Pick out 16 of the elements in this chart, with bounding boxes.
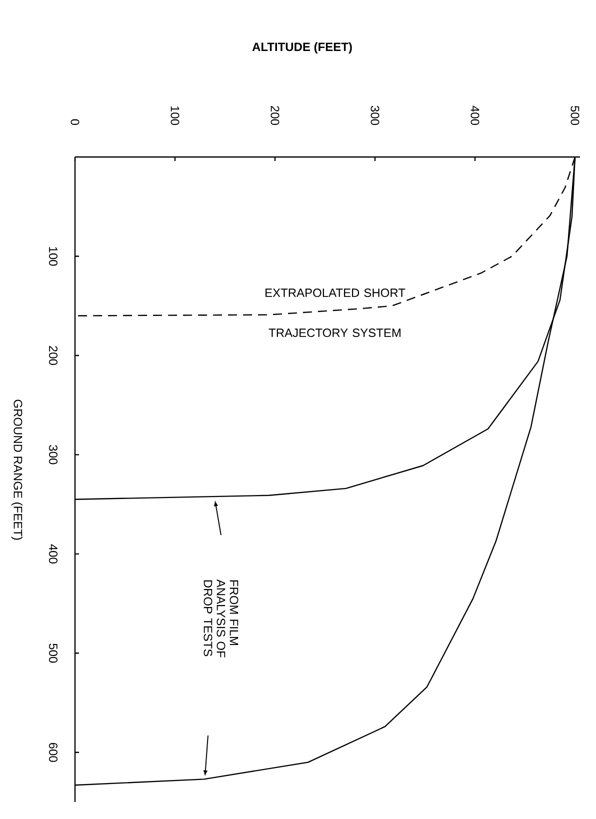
y-tick-label: 300 [48, 445, 58, 464]
text: EXTRAPOLATED SHORT TRAJECTORY SYSTEM [266, 288, 406, 338]
y-axis-title: GROUND RANGE (FEET) [11, 400, 23, 540]
annotation: FROM FILM ANALYSIS OF DROP TESTS [204, 579, 238, 658]
x-tick-label: 100 [170, 106, 180, 126]
y-tick-label: 100 [48, 247, 58, 266]
x-tick-label: 500 [570, 106, 580, 126]
x-tick-label: 0 [70, 119, 80, 126]
x-tick-label: 400 [470, 106, 480, 126]
y-tick-label: 600 [48, 742, 58, 762]
x-axis-title: ALTITUDE (FEET) [252, 42, 352, 54]
x-tick-label: 200 [270, 106, 280, 126]
y-tick-label: 200 [48, 346, 58, 366]
x-tick-label: 300 [370, 106, 380, 126]
y-tick-label: 400 [48, 544, 58, 564]
y-tick-label: 500 [48, 644, 58, 663]
